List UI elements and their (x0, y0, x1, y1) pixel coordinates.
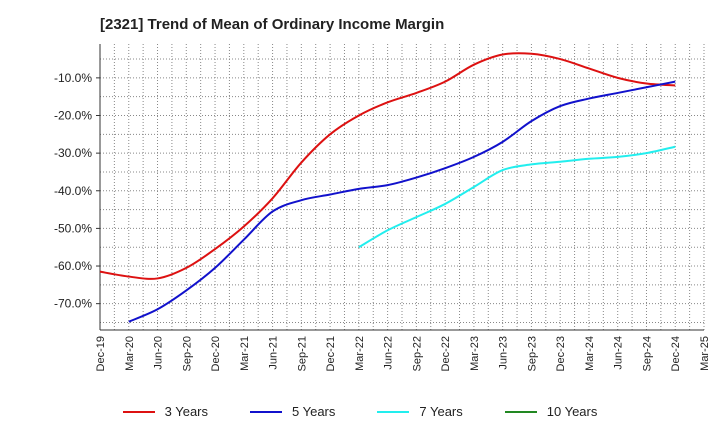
legend-swatch-10-years (504, 410, 537, 413)
line-chart: -10.0% -20.0% -30.0% -40.0% -50.0% -60.0% -70.… (54, 44, 711, 371)
x-tick-label: Mar-21 (239, 336, 251, 371)
series-line-5-years (128, 80, 676, 323)
legend-label-5-years: 5 Years (292, 404, 336, 419)
x-tick-label: Dec-21 (325, 336, 337, 371)
y-tick-label: -30.0% (54, 146, 92, 160)
x-tick-label: Jun-23 (498, 336, 510, 370)
x-tick-label: Dec-23 (555, 336, 567, 371)
legend-swatch-7-years (377, 410, 410, 413)
x-tick-label: Dec-19 (95, 336, 107, 371)
x-tick-label: Dec-20 (210, 336, 222, 371)
x-tick-label: Mar-22 (354, 336, 366, 371)
legend-item-7-years: 7 Years (377, 404, 463, 419)
legend-label-7-years: 7 Years (419, 404, 463, 419)
legend-item-5-years: 5 Years (250, 404, 335, 419)
x-tick-label: Jun-20 (153, 336, 165, 370)
x-tick-label: Jun-22 (383, 336, 395, 370)
x-tick-label: Mar-25 (699, 336, 711, 371)
x-tick-label: Dec-22 (440, 336, 452, 371)
chart-title: [2321] Trend of Mean of Ordinary Income … (100, 16, 445, 33)
y-tick-label: -20.0% (54, 109, 92, 123)
series-line-7-years (358, 145, 676, 249)
legend-label-3-years: 3 Years (164, 404, 208, 419)
x-tick-label: Mar-23 (469, 336, 481, 371)
x-tick-label: Dec-24 (670, 336, 682, 371)
legend-swatch-5-years (250, 410, 282, 413)
plot-area (100, 44, 704, 330)
x-tick-label: Sep-21 (296, 336, 308, 371)
y-tick-label: -40.0% (54, 184, 92, 198)
x-tick-label: Jun-21 (268, 336, 280, 370)
y-tick-label: -10.0% (54, 71, 92, 85)
legend-item-3-years: 3 Years (122, 404, 208, 419)
x-tick-label: Jun-24 (613, 336, 625, 370)
y-tick-label: -50.0% (54, 221, 92, 235)
legend-swatch-3-years (122, 410, 155, 413)
legend-label-10-years: 10 Years (546, 404, 598, 419)
x-tick-label: Sep-20 (181, 336, 193, 371)
legend: 3 Years 5 Years 7 Years 10 Years (0, 404, 720, 419)
y-tick-label: -60.0% (54, 259, 92, 273)
series-line-3-years (99, 52, 676, 280)
y-tick-label: -70.0% (54, 297, 92, 311)
x-tick-label: Mar-24 (584, 336, 596, 371)
x-tick-label: Sep-24 (641, 336, 653, 371)
x-tick-label: Mar-20 (124, 336, 136, 371)
x-tick-label: Sep-22 (411, 336, 423, 371)
x-tick-label: Sep-23 (526, 336, 538, 371)
legend-item-10-years: 10 Years (504, 404, 598, 419)
